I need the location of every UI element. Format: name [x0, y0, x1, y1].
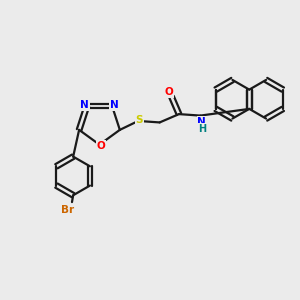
Text: Br: Br [61, 205, 74, 215]
Text: S: S [136, 115, 143, 125]
Text: O: O [97, 141, 105, 151]
Text: N: N [110, 100, 118, 110]
Text: N: N [197, 117, 206, 127]
Text: H: H [198, 124, 206, 134]
Text: O: O [165, 87, 173, 98]
Text: N: N [80, 100, 89, 110]
